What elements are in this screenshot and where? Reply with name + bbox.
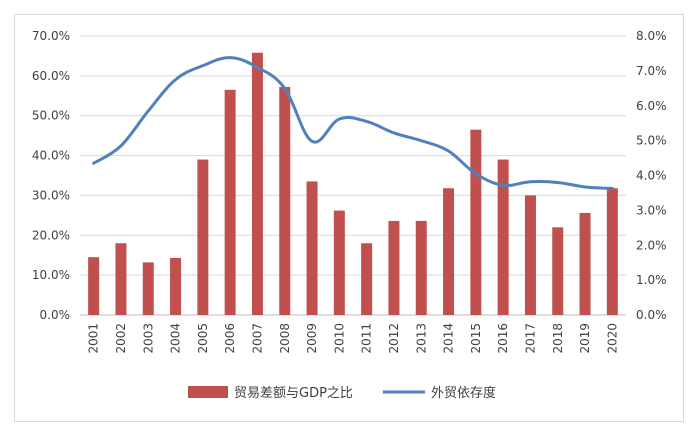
bar bbox=[224, 89, 236, 315]
x-tick-label: 2012 bbox=[387, 323, 401, 354]
bar bbox=[361, 243, 373, 315]
line-series bbox=[92, 56, 614, 190]
left-tick-label: 10.0% bbox=[32, 268, 70, 282]
bar bbox=[115, 243, 127, 315]
chart-frame bbox=[14, 14, 684, 422]
bar-series bbox=[88, 52, 618, 316]
bar bbox=[443, 188, 455, 315]
x-tick-label: 2004 bbox=[169, 323, 183, 354]
x-tick-label: 2007 bbox=[250, 323, 264, 354]
x-tick-label: 2016 bbox=[496, 323, 510, 354]
legend: 贸易差额与GDP之比 外贸依存度 bbox=[188, 385, 496, 401]
right-axis-ticks: 0.0% 1.0% 2.0% 3.0% 4.0% 5.0% 6.0% 7.0% 8.0% bbox=[636, 29, 667, 322]
left-tick-label: 0.0% bbox=[40, 308, 71, 322]
x-tick-label: 2009 bbox=[305, 323, 319, 354]
bar bbox=[606, 188, 618, 315]
bar bbox=[552, 227, 564, 315]
right-tick-label: 6.0% bbox=[636, 99, 667, 113]
x-tick-label: 2017 bbox=[523, 323, 537, 354]
bar bbox=[170, 258, 182, 315]
x-tick-label: 2006 bbox=[223, 323, 237, 354]
bar bbox=[579, 212, 591, 315]
left-tick-label: 70.0% bbox=[32, 29, 70, 43]
bar bbox=[388, 220, 400, 315]
bar bbox=[251, 52, 263, 316]
bar bbox=[524, 195, 536, 315]
x-axis-ticks: 2001 2002 2003 2004 2005 2006 2007 2008 2009 2010… bbox=[87, 323, 620, 354]
right-tick-label: 5.0% bbox=[636, 134, 667, 148]
right-tick-label: 4.0% bbox=[636, 169, 667, 183]
gridlines bbox=[80, 35, 626, 316]
right-tick-label: 0.0% bbox=[636, 308, 667, 322]
x-tick-label: 2002 bbox=[114, 323, 128, 354]
x-tick-label: 2008 bbox=[278, 323, 292, 354]
x-tick-label: 2014 bbox=[442, 323, 456, 354]
x-tick-label: 2011 bbox=[360, 323, 374, 354]
bar bbox=[470, 129, 482, 315]
left-axis-ticks: 0.0% 10.0% 20.0% 30.0% 40.0% 50.0% 60.0% 70.0% bbox=[32, 29, 70, 322]
right-tick-label: 1.0% bbox=[636, 273, 667, 287]
right-tick-label: 8.0% bbox=[636, 29, 667, 43]
x-tick-label: 2018 bbox=[551, 323, 565, 354]
x-tick-label: 2003 bbox=[141, 323, 155, 354]
legend-label-line: 外贸依存度 bbox=[431, 385, 496, 401]
left-tick-label: 20.0% bbox=[32, 228, 70, 242]
x-tick-label: 2005 bbox=[196, 323, 210, 354]
x-tick-label: 2019 bbox=[578, 323, 592, 354]
left-tick-label: 60.0% bbox=[32, 69, 70, 83]
bar bbox=[88, 257, 100, 315]
legend-swatch-bar bbox=[188, 386, 228, 398]
legend-label-bar: 贸易差额与GDP之比 bbox=[234, 386, 353, 401]
bar bbox=[306, 181, 318, 315]
line-path bbox=[92, 56, 614, 190]
right-tick-label: 3.0% bbox=[636, 203, 667, 217]
bar bbox=[333, 210, 345, 315]
bar bbox=[279, 87, 291, 315]
bar bbox=[415, 220, 427, 315]
x-tick-label: 2020 bbox=[605, 323, 619, 354]
bar bbox=[497, 159, 509, 315]
x-tick-label: 2001 bbox=[87, 323, 101, 354]
right-tick-label: 2.0% bbox=[636, 238, 667, 252]
right-tick-label: 7.0% bbox=[636, 64, 667, 78]
x-tick-label: 2010 bbox=[332, 323, 346, 354]
left-tick-label: 50.0% bbox=[32, 109, 70, 123]
bar bbox=[142, 262, 154, 315]
left-tick-label: 40.0% bbox=[32, 149, 70, 163]
x-tick-label: 2015 bbox=[469, 323, 483, 354]
x-tick-label: 2013 bbox=[414, 323, 428, 354]
left-tick-label: 30.0% bbox=[32, 188, 70, 202]
bar bbox=[197, 159, 209, 315]
